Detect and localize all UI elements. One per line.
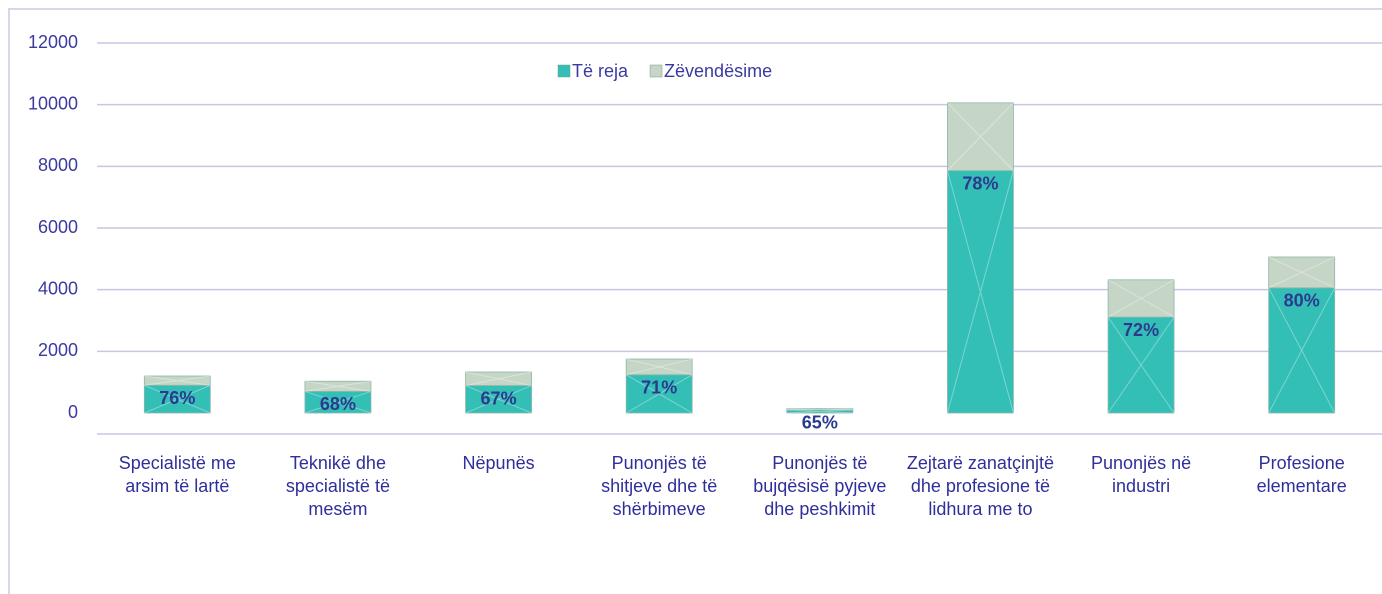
bar-bevel [625, 374, 693, 414]
bar-segment [1107, 316, 1175, 414]
x-tick-label: Nëpunës [462, 453, 535, 473]
legend-label: Zëvendësime [664, 61, 772, 81]
percent-label: 67% [481, 388, 517, 408]
y-tick-label: 8000 [38, 155, 78, 175]
bar-segment [625, 374, 693, 414]
bar-segment [465, 385, 532, 414]
y-tick-label: 0 [68, 402, 78, 422]
bar-bevel [1268, 287, 1336, 414]
bar-segment [304, 380, 372, 392]
legend-label: Të reja [572, 61, 629, 81]
percent-label: 78% [962, 173, 998, 193]
y-tick-label: 2000 [38, 340, 78, 360]
percent-label: 80% [1284, 291, 1320, 311]
bar-segment [1107, 279, 1175, 318]
bar-bevel [1107, 279, 1175, 318]
y-tick-label: 4000 [38, 278, 78, 298]
x-tick-label: Punonjës në industri [1091, 453, 1192, 496]
bar-segment [947, 170, 1014, 414]
bar-bevel [1268, 256, 1335, 289]
y-tick-label: 6000 [38, 217, 78, 237]
legend-swatch [649, 64, 663, 78]
percent-label: 72% [1123, 320, 1159, 340]
percent-label: 68% [320, 394, 356, 414]
bar-bevel [626, 358, 693, 376]
x-tick-label: Specialistë me arsim të lartë [118, 453, 236, 496]
legend-swatch [557, 64, 571, 78]
percent-label: 71% [641, 378, 677, 398]
x-tick-label: Punonjës të shitjeve dhe të shërbimeve [601, 453, 718, 519]
percent-label: 76% [159, 388, 195, 408]
bar-bevel [786, 409, 853, 414]
bar-bevel [144, 384, 211, 414]
y-tick-label: 12000 [28, 32, 78, 52]
bar-bevel [786, 407, 853, 411]
bar-bevel [465, 371, 532, 387]
bar-bevel [1107, 316, 1175, 414]
bar-segment [1268, 287, 1336, 414]
bar-bevel [144, 375, 211, 386]
bar-segment [143, 384, 211, 414]
bar-segment [947, 102, 1014, 172]
y-tick-label: 10000 [28, 93, 78, 113]
bar-bevel [947, 102, 1014, 171]
bar-bevel [304, 380, 372, 392]
x-tick-label: Profesione elementare [1256, 453, 1347, 496]
bar-bevel [304, 390, 372, 414]
bar-segment [465, 371, 532, 386]
x-tick-label: Teknikë dhe specialistë të mesëm [285, 453, 390, 519]
bar-bevel [465, 385, 532, 414]
bar-segment [786, 407, 854, 411]
x-tick-label: Punonjës të bujqësisë pyjeve dhe peshkim… [753, 453, 887, 519]
bar-segment [1268, 256, 1336, 289]
bar-segment [143, 375, 211, 386]
bar-segment [625, 358, 693, 376]
bar-bevel [946, 170, 1014, 414]
percent-label: 65% [802, 413, 838, 433]
x-tick-label: Zejtarë zanatçinjtë dhe profesione të li… [906, 453, 1054, 519]
